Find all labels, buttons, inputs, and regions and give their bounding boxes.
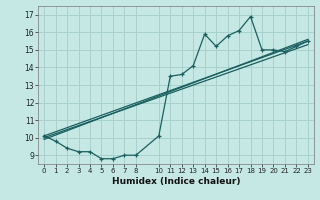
X-axis label: Humidex (Indice chaleur): Humidex (Indice chaleur) [112, 177, 240, 186]
